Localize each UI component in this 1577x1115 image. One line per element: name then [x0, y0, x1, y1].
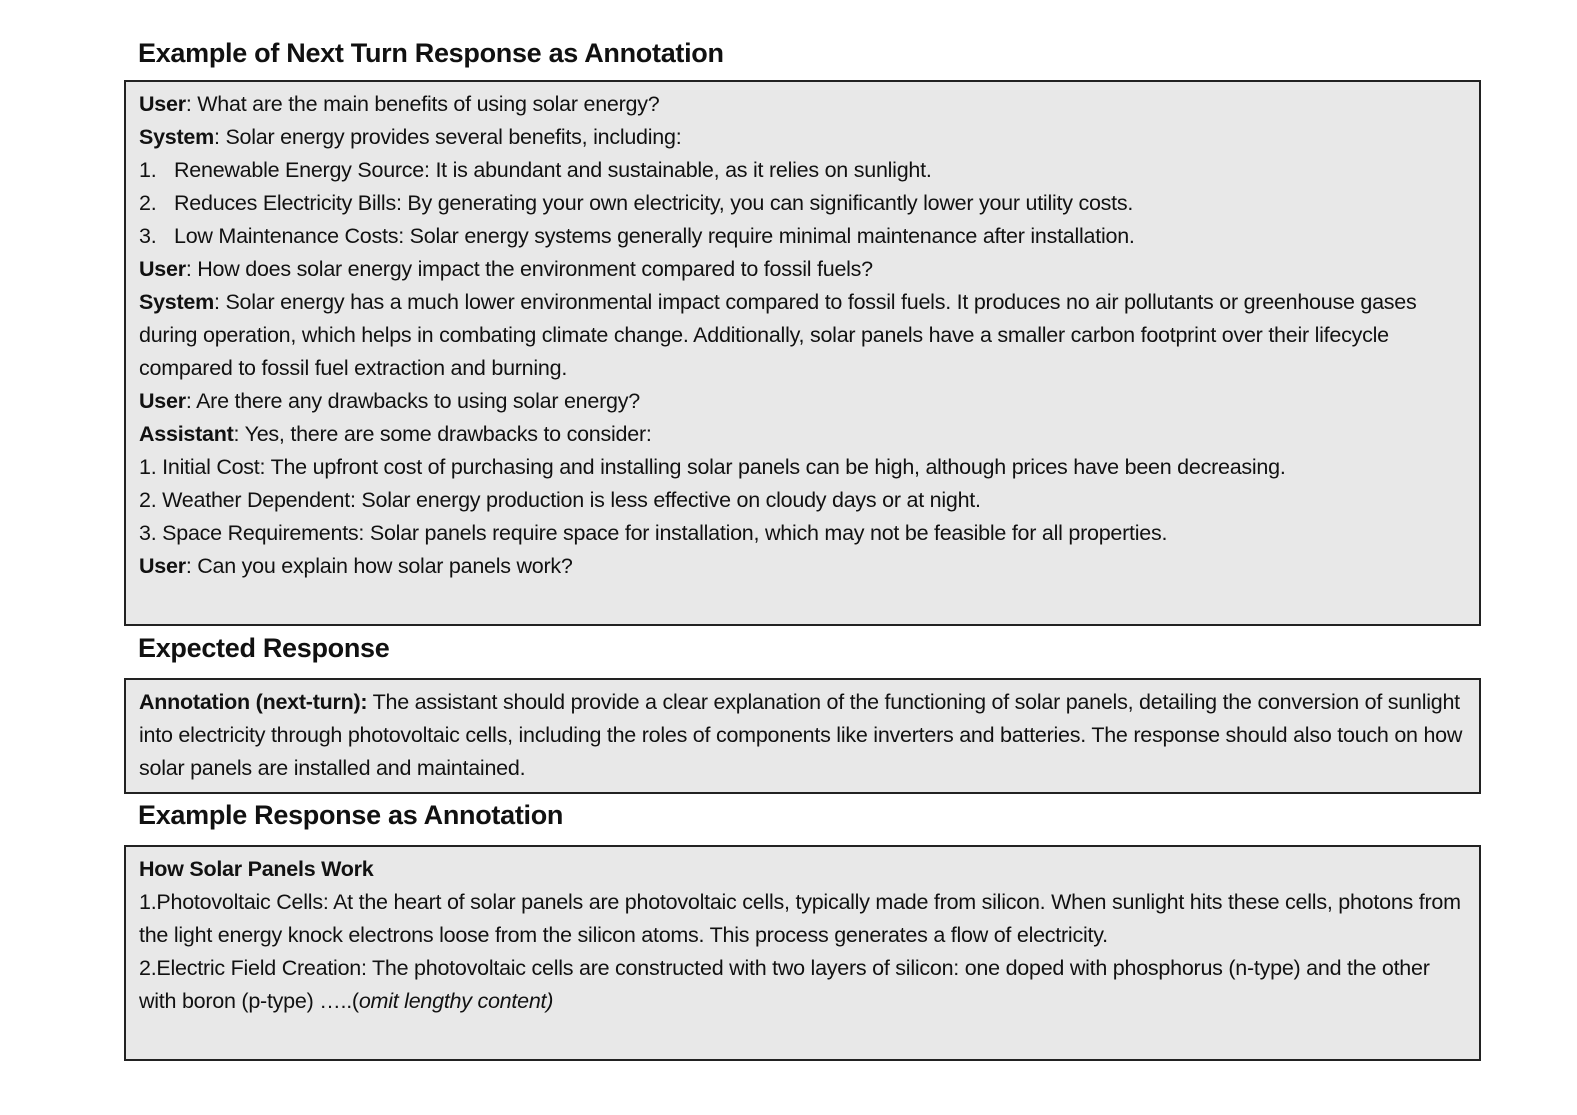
speaker-label: System: [139, 290, 214, 314]
section-title-example-response: Example Response as Annotation: [138, 800, 564, 830]
dialogue-text: 2. Weather Dependent: Solar energy produ…: [139, 488, 981, 512]
dialogue-text: : Can you explain how solar panels work?: [185, 554, 573, 578]
dialogue-text: Reduces Electricity Bills: By generating…: [174, 191, 1134, 215]
dialogue-text: : Yes, there are some drawbacks to consi…: [233, 422, 652, 446]
dialogue-line: 1. Renewable Energy Source: It is abundan…: [139, 154, 1467, 187]
dialogue-text: Renewable Energy Source: It is abundant …: [174, 158, 932, 182]
section-title-next-turn: Example of Next Turn Response as Annotat…: [138, 38, 724, 68]
dialogue-text: : Solar energy provides several benefits…: [214, 125, 682, 149]
dialogue-line: 1. Initial Cost: The upfront cost of pur…: [139, 451, 1467, 484]
annotation-text: The assistant should provide a clear exp…: [139, 690, 1463, 780]
expected-response-box: Annotation (next-turn): The assistant sh…: [124, 678, 1481, 794]
dialogue-text: 3. Space Requirements: Solar panels requ…: [139, 521, 1168, 545]
example-paragraph-2: 2.Electric Field Creation: The photovolt…: [139, 952, 1467, 1018]
dialogue-line: 3. Space Requirements: Solar panels requ…: [139, 517, 1467, 550]
speaker-label: User: [139, 92, 186, 116]
dialogue-line: 2. Reduces Electricity Bills: By generati…: [139, 187, 1467, 220]
example-response-box: How Solar Panels Work 1.Photovoltaic Cel…: [124, 845, 1481, 1061]
speaker-label: User: [139, 257, 186, 281]
annotation-label: Annotation (next-turn):: [139, 690, 368, 714]
dialogue-text: : What are the main benefits of using so…: [185, 92, 660, 116]
speaker-label: User: [139, 554, 186, 578]
dialogue-line: System: Solar energy provides several be…: [139, 121, 1467, 154]
dialogue-line: User: How does solar energy impact the e…: [139, 253, 1467, 286]
dialogue-box: User: What are the main benefits of usin…: [124, 80, 1481, 626]
dialogue-line: User: What are the main benefits of usin…: [139, 88, 1467, 121]
dialogue-line: 3. Low Maintenance Costs: Solar energy sy…: [139, 220, 1467, 253]
speaker-label: Assistant: [139, 422, 234, 446]
speaker-label: System: [139, 125, 214, 149]
list-number: 3.: [139, 224, 157, 248]
speaker-label: User: [139, 389, 186, 413]
example-paragraph-1: 1.Photovoltaic Cells: At the heart of so…: [139, 890, 1461, 947]
example-heading: How Solar Panels Work: [139, 857, 374, 881]
dialogue-text: : How does solar energy impact the envir…: [185, 257, 873, 281]
list-number: 1.: [139, 158, 157, 182]
list-number: 2.: [139, 191, 157, 215]
dialogue-line: System: Solar energy has a much lower en…: [139, 286, 1467, 385]
dialogue-text: 1. Initial Cost: The upfront cost of pur…: [139, 455, 1286, 479]
dialogue-text: Low Maintenance Costs: Solar energy syst…: [174, 224, 1135, 248]
paragraph-2-text: 2.Electric Field Creation: The photovolt…: [139, 956, 1430, 1013]
dialogue-line: 2. Weather Dependent: Solar energy produ…: [139, 484, 1467, 517]
dialogue-line: Assistant: Yes, there are some drawbacks…: [139, 418, 1467, 451]
omit-note: omit lengthy content): [358, 989, 554, 1013]
dialogue-text: : Solar energy has a much lower environm…: [139, 290, 1417, 380]
dialogue-line: User: Are there any drawbacks to using s…: [139, 385, 1467, 418]
dialogue-line: User: Can you explain how solar panels w…: [139, 550, 1467, 583]
section-title-expected-response: Expected Response: [138, 633, 390, 663]
dialogue-text: : Are there any drawbacks to using solar…: [185, 389, 640, 413]
